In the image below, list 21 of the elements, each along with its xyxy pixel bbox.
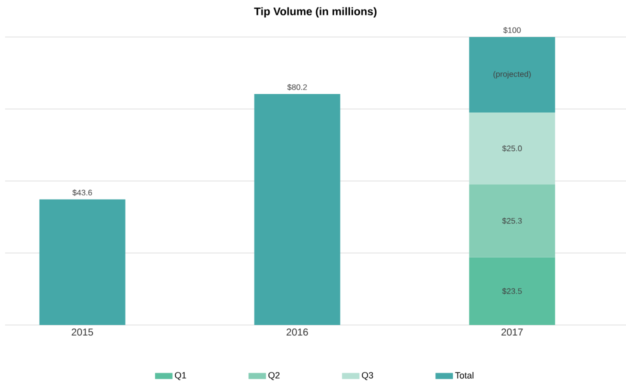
legend-label: Total [455, 372, 474, 379]
chart-title: Tip Volume (in millions) [254, 7, 376, 18]
x-tick-label: 2016 [286, 328, 308, 336]
bar [254, 94, 340, 325]
bar [39, 199, 126, 325]
data-label: $25.0 [502, 145, 522, 152]
bar [469, 184, 556, 258]
bar [469, 112, 556, 184]
data-label: $25.3 [502, 218, 522, 224]
total-label: $80.2 [287, 84, 307, 90]
legend-label: Q2 [268, 372, 280, 380]
bar [469, 257, 556, 325]
data-label: (projected) [494, 70, 531, 78]
total-label: $100 [503, 26, 521, 34]
legend-label: Q3 [362, 372, 374, 380]
x-tick-label: 2017 [502, 328, 523, 336]
total-label: $43.6 [72, 189, 92, 196]
legend-label: Q1 [174, 372, 186, 380]
data-label: $23.5 [502, 288, 522, 294]
bar [469, 36, 556, 112]
x-tick-label: 2015 [72, 328, 94, 336]
